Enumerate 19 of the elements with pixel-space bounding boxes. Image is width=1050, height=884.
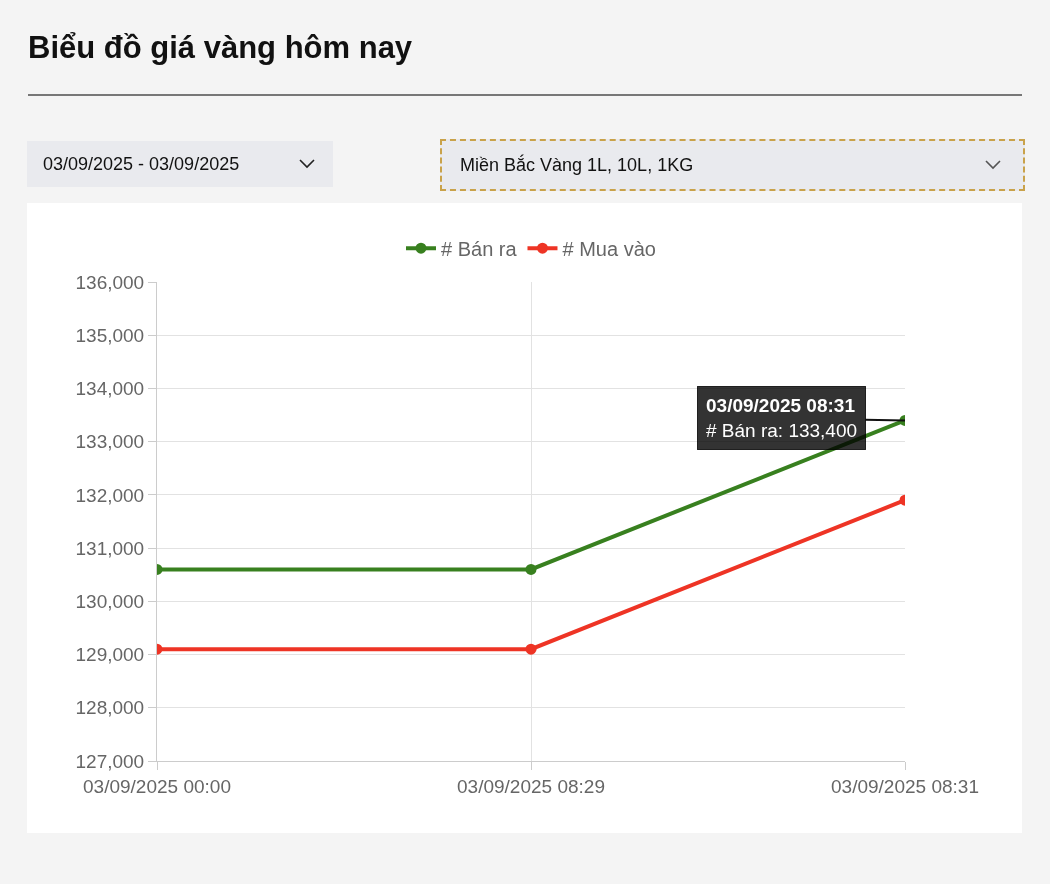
x-tick-label: 03/09/2025 08:29: [457, 775, 605, 797]
y-tick-label: 136,000: [75, 271, 145, 293]
y-tick-label: 132,000: [75, 484, 145, 506]
y-tick-label: 131,000: [75, 537, 145, 559]
legend-label: # Bán ra: [441, 237, 518, 260]
y-tick-label: 127,000: [75, 750, 145, 772]
x-tick-label: 03/09/2025 00:00: [83, 775, 231, 797]
chart-title: Biểu đồ giá vàng hôm nay: [28, 30, 413, 66]
annotation: 03/09/2025 08:31 # Bán ra: 133,400: [706, 395, 858, 441]
y-tick-label: 129,000: [75, 644, 145, 666]
y-tick-label: 134,000: [75, 378, 145, 400]
x-tick-label: 03/09/2025 08:31: [831, 775, 979, 797]
y-tick-label: 130,000: [75, 590, 145, 612]
text: Miền Bắc Vàng 1L, 10L, 1KG: [460, 154, 694, 176]
y-tick-label: 135,000: [75, 324, 145, 346]
legend-label: # Mua vào: [562, 237, 656, 260]
y-tick-label: 133,000: [75, 431, 145, 453]
y-tick-label: 128,000: [75, 697, 145, 719]
text: 03/09/2025 - 03/09/2025: [43, 153, 240, 175]
